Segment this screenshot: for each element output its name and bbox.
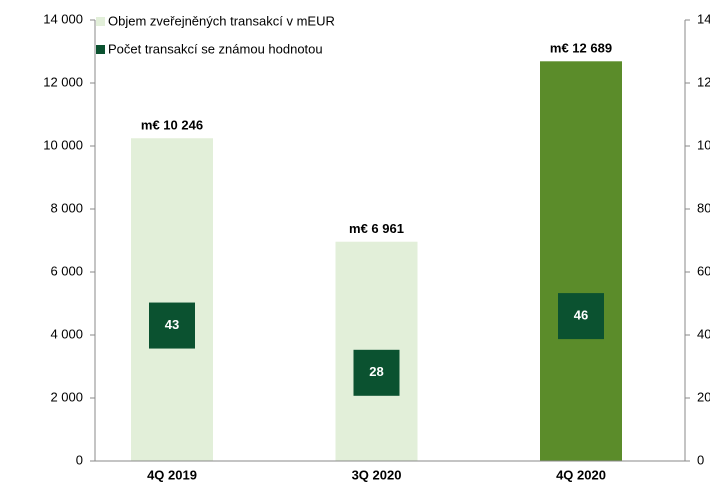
count-marker [149,302,195,349]
legend-label: Objem zveřejněných transakcí v mEUR [108,13,335,28]
legend-label: Počet transakcí se známou hodnotou [108,41,323,56]
x-tick-label: 4Q 2020 [556,467,606,482]
legend-swatch [96,17,105,26]
y2-tick-label: 120 [697,74,710,89]
y-tick-label: 4 000 [50,326,83,341]
bar [131,138,213,461]
y2-tick-label: 80 [697,200,710,215]
y-tick-label: 0 [76,452,83,467]
count-label: 28 [369,364,383,379]
count-label: 46 [574,308,588,323]
count-label: 43 [165,317,179,332]
y2-tick-label: 40 [697,326,710,341]
y-tick-label: 8 000 [50,200,83,215]
y-tick-label: 14 000 [43,11,83,26]
value-label: m€ 12 689 [550,41,612,56]
count-marker [353,349,400,396]
y-tick-label: 6 000 [50,263,83,278]
x-tick-label: 4Q 2019 [147,467,197,482]
value-label: m€ 6 961 [349,221,404,236]
value-label: m€ 10 246 [141,118,203,133]
y2-tick-label: 60 [697,263,710,278]
y2-tick-label: 0 [697,452,704,467]
y-tick-label: 2 000 [50,389,83,404]
x-tick-label: 3Q 2020 [352,467,402,482]
y-tick-label: 12 000 [43,74,83,89]
y-tick-label: 10 000 [43,137,83,152]
legend-swatch [96,45,105,54]
y2-tick-label: 140 [697,11,710,26]
y2-tick-label: 100 [697,137,710,152]
y2-tick-label: 20 [697,389,710,404]
bar [540,61,622,461]
count-marker [558,293,604,340]
